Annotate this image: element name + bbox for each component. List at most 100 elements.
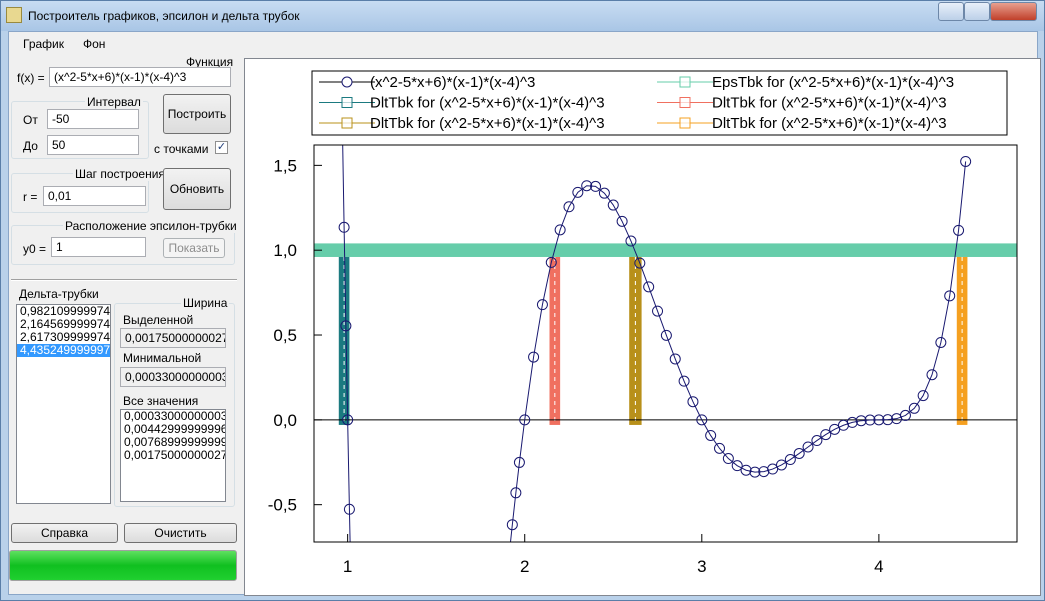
curve-point — [643, 281, 655, 293]
curve-point — [581, 180, 593, 192]
menu-item[interactable]: Фон — [83, 37, 106, 51]
y-tick-label: 0,5 — [273, 326, 297, 345]
curve-point — [829, 423, 841, 435]
plot-area — [314, 145, 1017, 596]
list-item[interactable]: 0,000330000000039 — [124, 409, 226, 423]
group-box — [11, 101, 149, 159]
curve-point — [343, 503, 355, 515]
to-input[interactable]: 50 — [47, 135, 139, 155]
curve-point — [652, 305, 664, 317]
curve-point — [536, 299, 548, 311]
curve-point — [528, 351, 540, 363]
curve-point — [784, 454, 796, 466]
label: Минимальной — [123, 351, 202, 365]
legend-label: DltTbk for (x^2-5*x+6)*(x-1)*(x-4)^3 — [712, 95, 947, 112]
curve-point — [607, 199, 619, 211]
legend-label: (x^2-5*x+6)*(x-1)*(x-4)^3 — [370, 74, 535, 91]
curve-point — [519, 414, 531, 426]
curve-point — [811, 435, 823, 447]
legend-label: EpsTbk for (x^2-5*x+6)*(x-1)*(x-4)^3 — [712, 74, 954, 91]
curve-point — [714, 442, 726, 454]
curve-point — [873, 414, 885, 426]
points-checkbox[interactable]: ✓ — [215, 141, 228, 154]
app-icon — [6, 7, 22, 23]
from-input[interactable]: -50 — [47, 109, 139, 129]
curve-point — [590, 180, 602, 192]
curve-point — [820, 429, 832, 441]
legend-marker — [341, 97, 353, 108]
label: y0 = — [23, 242, 47, 256]
function-input[interactable]: (x^2-5*x+6)*(x-1)*(x-4)^3 — [49, 67, 231, 87]
label: Все значения — [123, 394, 199, 408]
curve-point — [634, 257, 646, 269]
all-widths-list[interactable]: 0,000330000000039 0,004429999999969 0,0076… — [120, 409, 226, 502]
list-item[interactable]: 0,007689999999990 — [124, 435, 226, 449]
x-tick-label: 4 — [874, 557, 883, 576]
eps-tube — [314, 243, 1017, 257]
list-item[interactable]: 0,004429999999969 — [124, 422, 226, 436]
curve-point — [908, 402, 920, 414]
curve-point — [687, 396, 699, 408]
curve-point — [953, 224, 965, 236]
label: От — [23, 113, 38, 127]
curve-point — [510, 487, 522, 499]
list-item[interactable]: 0,001750000000277 — [124, 448, 226, 462]
label: Функция — [186, 55, 234, 69]
list-item[interactable]: 2,1645699999740 — [20, 317, 111, 331]
list-item[interactable]: 2,6173099999740 — [20, 330, 111, 344]
curve-point — [502, 570, 512, 580]
group-label: Шаг построения — [73, 167, 167, 181]
curve-line — [342, 145, 967, 542]
plot-button[interactable]: Построить — [163, 94, 231, 134]
label: До — [23, 139, 38, 153]
curve-point — [802, 441, 814, 453]
curve-point — [935, 336, 947, 348]
curve-point — [616, 215, 628, 227]
close-button[interactable] — [990, 2, 1037, 21]
legend-marker — [679, 97, 691, 108]
update-button[interactable]: Обновить — [163, 168, 231, 210]
curve-point — [944, 290, 956, 302]
curve-point — [545, 256, 557, 268]
progress-bar — [9, 550, 237, 581]
curve-point — [696, 414, 708, 426]
legend-marker — [679, 76, 691, 88]
group-label: Расположение эпсилон-трубки — [63, 219, 239, 233]
curve-point — [678, 375, 690, 387]
clear-button[interactable]: Очистить — [124, 523, 237, 543]
help-button[interactable]: Справка — [11, 523, 118, 543]
legend-label: DltTbk for (x^2-5*x+6)*(x-1)*(x-4)^3 — [370, 115, 605, 132]
label: с точками — [154, 142, 209, 156]
maximize-button[interactable] — [964, 2, 990, 21]
y-tick-label: 0,0 — [273, 411, 297, 430]
separator — [11, 279, 237, 281]
curve-point — [749, 466, 761, 478]
plot-frame — [313, 144, 1018, 543]
curve-point — [960, 155, 972, 167]
list-item[interactable]: 4,4352499999973 — [17, 344, 110, 357]
y0-input[interactable]: 1 — [51, 237, 146, 257]
label: Выделенной — [123, 313, 194, 327]
legend-label: DltTbk for (x^2-5*x+6)*(x-1)*(x-4)^3 — [370, 95, 605, 112]
curve-point — [705, 429, 717, 441]
curve-point — [346, 589, 356, 596]
curve-point — [722, 453, 734, 465]
curve-point — [926, 369, 938, 381]
curve-point — [554, 224, 566, 236]
show-button: Показать — [163, 238, 225, 258]
curve-point — [899, 409, 911, 421]
menu-item[interactable]: График — [23, 37, 64, 51]
group-box — [114, 303, 235, 507]
y-tick-label: 1,5 — [273, 156, 297, 175]
list-item[interactable]: 0,9821099999741 — [20, 304, 111, 318]
delta-list[interactable]: 0,9821099999741 2,1645699999740 2,61730999… — [16, 304, 111, 504]
chart: 1 2 3 4 -0,5 0,0 0,5 1,0 1,5 (x^2-5*x+6)*(x-1)*(x… — [244, 58, 1041, 596]
legend-marker — [341, 76, 353, 88]
curve-point — [572, 186, 584, 198]
curve-point — [342, 414, 354, 426]
curve-point — [917, 390, 929, 402]
step-input[interactable]: 0,01 — [43, 186, 146, 206]
minimize-button[interactable] — [938, 2, 964, 21]
curve-point — [598, 187, 610, 199]
